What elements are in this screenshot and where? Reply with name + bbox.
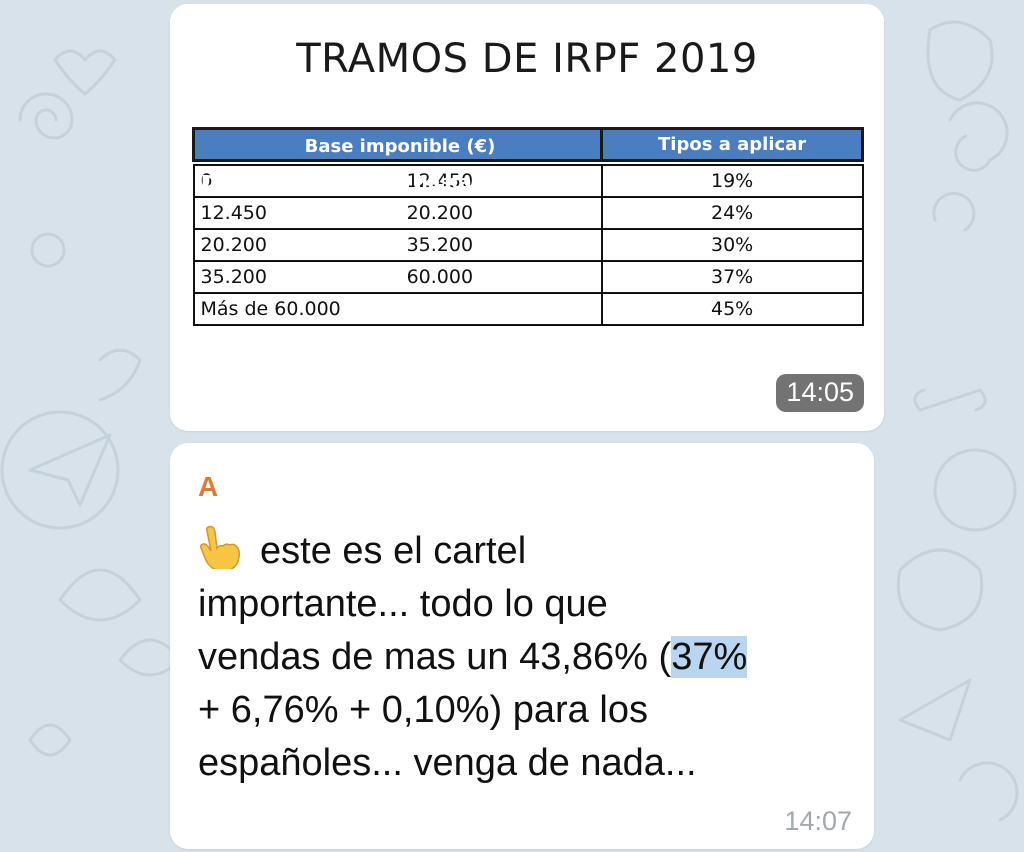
photo-timestamp: 14:05 (776, 374, 864, 412)
table-row: 12.450 20.200 24% (192, 195, 864, 230)
irpf-table-image[interactable]: TRAMOS DE IRPF 2019 Base imponible (€) D… (170, 4, 884, 431)
message-text[interactable]: este es el cartel importante... todo lo … (198, 525, 858, 790)
table-row: 20.200 35.200 30% (192, 227, 864, 262)
desde-cell: 0 (192, 163, 401, 198)
desde-cell: 35.200 (192, 259, 401, 294)
hasta-cell: 35.200 (400, 227, 602, 262)
tipos-header: Tipos a aplicar (600, 127, 864, 162)
table-row: 35.200 60.000 37% (192, 259, 864, 294)
message-line: importante... todo lo que (198, 583, 608, 625)
table-row: Más de 60.000 45% (192, 291, 864, 326)
sender-name[interactable]: A (198, 471, 219, 502)
message-line: este es el cartel (260, 530, 527, 572)
image-title: TRAMOS DE IRPF 2019 (296, 36, 758, 82)
hasta-cell (400, 291, 602, 326)
message-timestamp: 14:07 (784, 806, 852, 836)
desde-cell: 20.200 (192, 227, 401, 262)
selected-text[interactable]: 37% (671, 636, 748, 678)
tipo-cell: 19% (600, 163, 864, 198)
base-imponible-label: Base imponible (€) (304, 136, 496, 157)
desde-header: Desde (201, 172, 264, 193)
desde-cell: 12.450 (192, 195, 401, 230)
tipo-cell: 24% (600, 195, 864, 230)
hasta-cell: 60.000 (400, 259, 602, 294)
table-row: 0 12.450 19% (192, 163, 864, 198)
desde-cell: Más de 60.000 (192, 291, 401, 326)
text-message-bubble[interactable]: A este es el cartel importante... todo l… (170, 443, 874, 849)
hasta-cell: 20.200 (400, 195, 602, 230)
table-header-row: Base imponible (€) Desde Hasta Tipos a a… (191, 127, 864, 193)
tipo-cell: 37% (600, 259, 864, 294)
tipo-cell: 30% (600, 227, 864, 262)
message-line: españoles... venga de nada... (198, 742, 697, 784)
base-imponible-header: Base imponible (€) Desde Hasta (191, 127, 602, 193)
irpf-table: Base imponible (€) Desde Hasta Tipos a a… (191, 127, 864, 326)
tipo-cell: 45% (600, 291, 864, 326)
hasta-header: Hasta (413, 172, 472, 193)
photo-message-bubble[interactable]: TRAMOS DE IRPF 2019 Base imponible (€) D… (170, 4, 884, 431)
message-line: + 6,76% + 0,10%) para los (198, 689, 648, 731)
pointing-up-hand-icon (198, 525, 246, 571)
hasta-cell: 12.450 (400, 163, 602, 198)
message-line: vendas de mas un 43,86% ( (198, 636, 672, 678)
